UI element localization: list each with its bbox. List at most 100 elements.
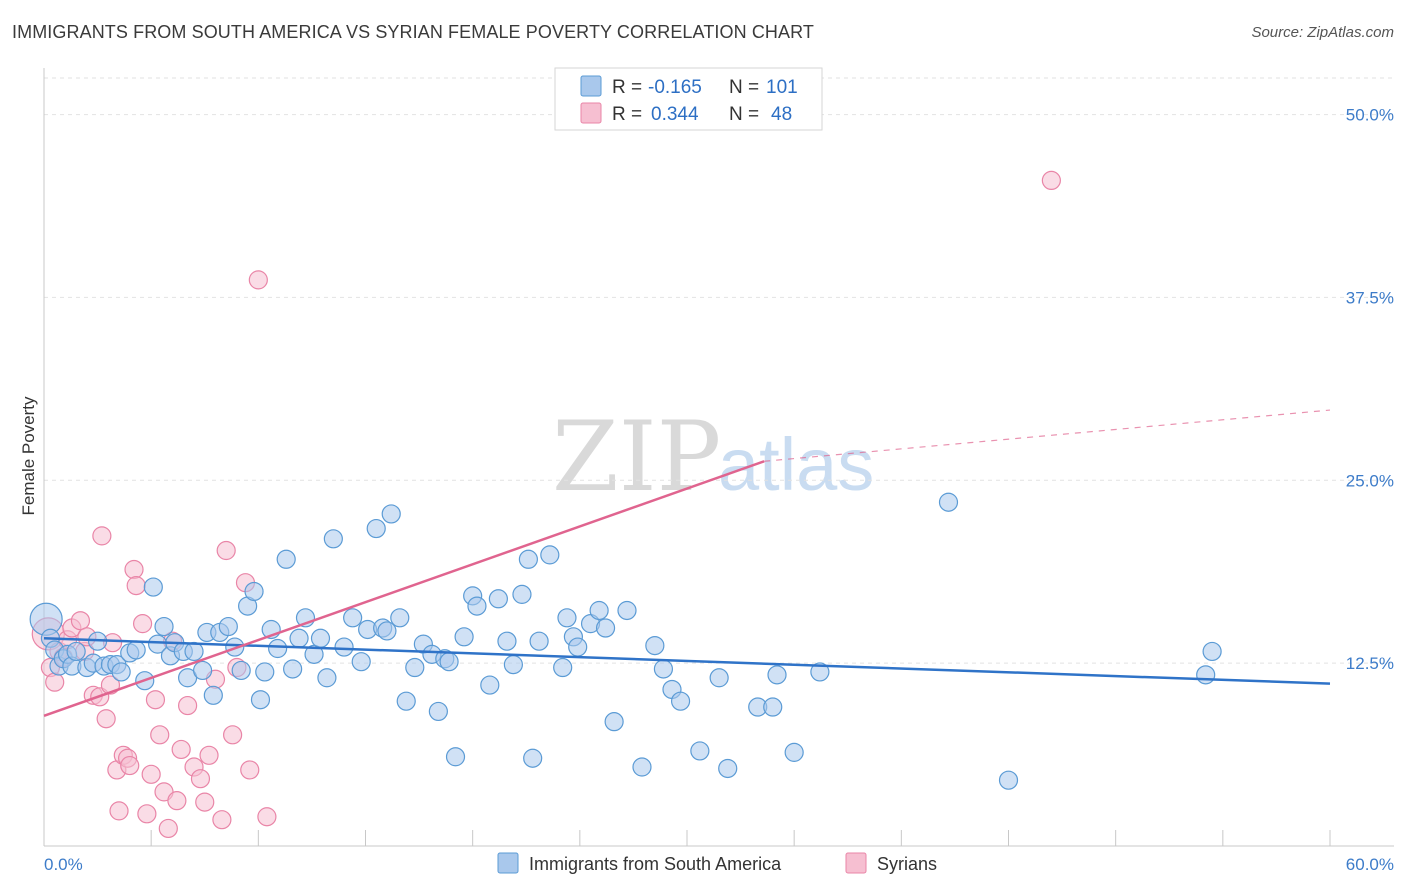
legend-n-value-2: 48 <box>771 104 792 125</box>
syrians-point-46 <box>257 807 277 827</box>
syrians-point-22 <box>126 576 146 596</box>
south-america-point-35 <box>250 690 271 710</box>
south-america-point-75 <box>540 545 560 565</box>
south-america-point-44 <box>310 628 331 648</box>
source-credit: Source: ZipAtlas.com <box>1251 24 1394 41</box>
syrians-point-33 <box>178 695 198 716</box>
south-america-point-67 <box>480 675 500 695</box>
trendline-syrians-extension <box>764 409 1331 462</box>
syrians-point-31 <box>167 791 187 811</box>
south-america-point-62 <box>439 652 459 672</box>
south-america-point-73 <box>523 748 543 768</box>
south-america-point-66 <box>467 596 487 616</box>
syrians-point-29 <box>158 818 178 839</box>
y-tick-label-2: 37.5% <box>1346 288 1394 307</box>
south-america-point-70 <box>503 655 523 675</box>
south-america-point-87 <box>653 659 674 679</box>
syrians-point-32 <box>171 739 191 760</box>
south-america-point-28 <box>203 685 223 705</box>
chart-title: IMMIGRANTS FROM SOUTH AMERICA VS SYRIAN … <box>12 22 814 42</box>
legend-r-value-2: 0.344 <box>651 104 699 125</box>
syrians-point-7 <box>70 611 91 631</box>
syrians-points <box>31 170 1061 839</box>
syrians-point-27 <box>150 725 170 745</box>
south-america-point-47 <box>334 637 354 657</box>
south-america-point-76 <box>553 657 573 678</box>
south-america-point-81 <box>589 600 609 621</box>
south-america-point-74 <box>529 631 549 651</box>
south-america-point-96 <box>784 742 804 762</box>
y-axis-label: Female Poverty <box>19 396 38 516</box>
south-america-point-32 <box>231 660 251 681</box>
x-tick-label-max: 60.0% <box>1346 855 1394 874</box>
south-america-point-63 <box>445 747 466 767</box>
series-legend: Immigrants from South America Syrians <box>497 852 937 874</box>
trendline-syrians <box>43 460 765 717</box>
south-america-point-56 <box>396 691 416 711</box>
south-america-point-51 <box>366 518 386 539</box>
watermark-zip: ZIP <box>552 401 721 513</box>
south-america-point-68 <box>488 589 508 609</box>
syrians-point-39 <box>212 810 232 830</box>
south-america-point-91 <box>709 668 729 688</box>
syrians-point-47 <box>1041 170 1061 190</box>
y-tick-label-1: 25.0% <box>1346 471 1394 490</box>
x-tick-label-min: 0.0% <box>44 855 83 874</box>
south-america-point-54 <box>381 504 401 524</box>
south-america-point-7 <box>66 641 86 662</box>
south-america-point-34 <box>244 581 264 602</box>
legend-n-label-1: N = <box>729 77 759 98</box>
south-america-point-71 <box>512 584 532 604</box>
south-america-point-39 <box>276 549 296 569</box>
correlation-legend: R = -0.165 N = 101 R = 0.344 N = 48 <box>554 67 823 131</box>
south-america-point-26 <box>193 660 213 681</box>
syrians-point-36 <box>195 792 215 812</box>
south-america-point-86 <box>645 635 665 656</box>
syrians-point-45 <box>248 270 268 290</box>
legend-r-label-2: R = <box>612 104 642 125</box>
south-america-point-85 <box>632 757 652 777</box>
syrians-point-13 <box>96 709 116 729</box>
syrians-point-21 <box>124 559 144 580</box>
south-america-point-30 <box>218 616 238 637</box>
south-america-point-53 <box>377 621 397 641</box>
south-america-point-16 <box>126 640 146 660</box>
y-tick-label-0: 12.5% <box>1346 654 1394 673</box>
south-america-point-83 <box>604 712 624 732</box>
south-america-point-45 <box>317 668 337 688</box>
y-tick-label-3: 50.0% <box>1346 106 1394 125</box>
south-america-point-38 <box>268 638 288 659</box>
trendlines <box>43 409 1331 717</box>
south-america-point-92 <box>718 758 738 779</box>
south-america-point-36 <box>255 662 275 682</box>
axes <box>43 68 1394 847</box>
south-america-point-48 <box>343 608 363 628</box>
south-america-point-60 <box>428 701 448 722</box>
south-america-point-79 <box>568 637 588 657</box>
syrians-point-2 <box>45 672 65 692</box>
south-america-point-41 <box>289 628 309 648</box>
south-america-point-89 <box>670 691 691 711</box>
south-america-point-97 <box>810 662 830 682</box>
south-america-point-99 <box>998 770 1019 790</box>
syrians-point-12 <box>92 526 112 546</box>
south-america-points <box>29 492 1222 790</box>
south-america-point-40 <box>283 659 303 679</box>
legend-n-label-2: N = <box>729 104 759 125</box>
syrians-point-44 <box>240 760 260 780</box>
watermark: ZIP atlas <box>552 401 874 513</box>
south-america-point-84 <box>617 600 637 621</box>
south-america-point-55 <box>390 608 410 628</box>
south-america-point-98 <box>938 492 959 512</box>
south-america-point-49 <box>351 652 371 672</box>
south-america-point-94 <box>763 697 783 717</box>
legend-swatch-blue <box>580 75 602 97</box>
x-tick-labels: 0.0% 60.0% <box>44 855 1394 874</box>
series-legend-swatch-blue <box>497 852 519 874</box>
south-america-point-20 <box>154 616 174 637</box>
south-america-point-69 <box>497 631 517 651</box>
legend-r-value-1: -0.165 <box>648 77 702 98</box>
syrians-point-25 <box>141 764 161 784</box>
y-tick-labels: 12.5% 25.0% 37.5% 50.0% <box>1346 106 1394 674</box>
legend-r-label-1: R = <box>612 77 642 98</box>
